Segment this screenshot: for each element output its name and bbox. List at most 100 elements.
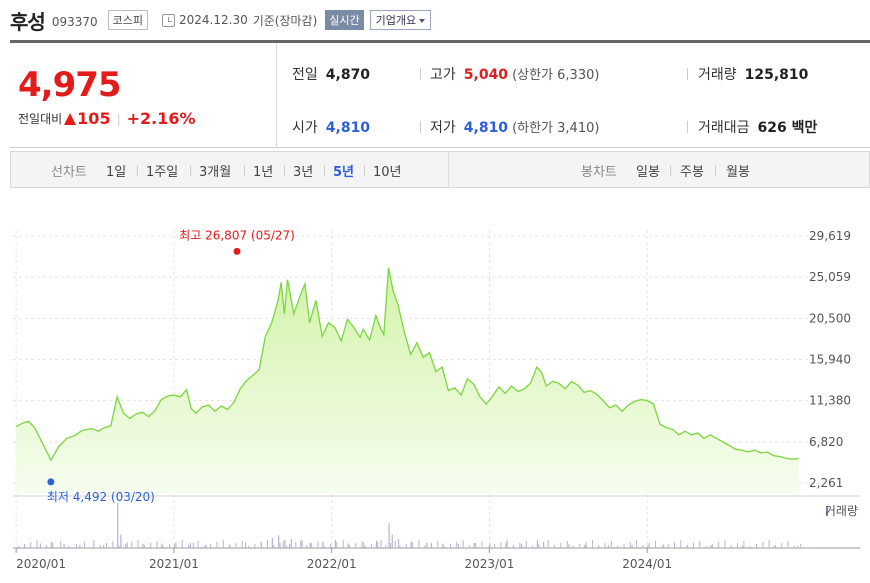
volume-bar (443, 546, 445, 548)
volume-bar (106, 543, 108, 548)
volume-bar (23, 544, 25, 548)
tab-1w[interactable]: 1주일 (146, 165, 179, 180)
volume-bar (364, 546, 366, 548)
volume-bar (800, 544, 802, 548)
x-tick-label: 2021/01 (149, 557, 199, 571)
tab-1y[interactable]: 1년 (253, 165, 274, 180)
prev-close: 전일 4,870 (292, 64, 370, 84)
volume-bar (566, 541, 568, 548)
tab-daily-candle[interactable]: 일봉 (636, 165, 660, 180)
high-label: 고가 (430, 67, 456, 83)
volume-bar (521, 543, 523, 548)
volume-bar (584, 544, 586, 548)
volume-bar (648, 543, 650, 548)
volume-bar (568, 544, 570, 548)
tab-1d[interactable]: 1일 (106, 165, 127, 180)
volume-bar (773, 546, 775, 548)
stock-header: 후성 093370 코스피 2024.12.30 기준(장마감) 실시간 기업개… (10, 6, 432, 34)
volume-bar (399, 546, 401, 548)
volume-bar (330, 544, 332, 548)
quote-basis: 기준(장마감) (252, 13, 318, 28)
volume-bar (391, 534, 393, 548)
low-value: 4,810 (463, 120, 509, 136)
volume-bar (254, 544, 256, 548)
volume-bar (741, 545, 744, 548)
volume-bar (774, 545, 776, 548)
price-area (16, 267, 799, 493)
volume-bar (437, 541, 439, 548)
volume-bar (705, 546, 707, 548)
realtime-button[interactable]: 실시간 (325, 10, 364, 30)
volume-bar (30, 542, 32, 548)
y-tick-label: 20,500 (809, 311, 851, 325)
candle-chart-label: 봉차트 (581, 165, 617, 180)
divider (364, 165, 365, 176)
volume-bar (181, 540, 183, 548)
volume-bar (667, 544, 669, 548)
volume-bar (389, 543, 391, 548)
volume-bar (361, 541, 363, 548)
volume-bar (787, 541, 789, 548)
volume-bar (737, 543, 739, 548)
volume-bar (506, 540, 508, 548)
volume-bar (117, 503, 119, 548)
tab-monthly-candle[interactable]: 월봉 (726, 165, 750, 180)
y-tick-label: 6,820 (809, 435, 843, 449)
divider (687, 121, 688, 133)
current-price: 4,975 (18, 65, 122, 105)
volume-bar (473, 543, 475, 548)
volume-bar (397, 539, 400, 548)
turnover-label: 거래대금 (698, 120, 750, 136)
volume-bar (797, 546, 799, 548)
divider (324, 165, 325, 176)
market-badge: 코스피 (107, 10, 148, 30)
volume-bar (235, 543, 237, 548)
volume-bar (604, 543, 606, 548)
volume-bar (598, 545, 600, 548)
volume-bar (424, 545, 426, 548)
volume-bar (710, 545, 712, 548)
volume-bar (388, 523, 390, 548)
line-chart-label: 선차트 (51, 165, 87, 180)
volume-bar (756, 544, 758, 548)
volume-bar (39, 543, 42, 548)
volume-bar (585, 542, 587, 548)
volume-bar (52, 543, 54, 548)
volume-bar (247, 546, 249, 548)
volume-bar (347, 543, 349, 548)
tab-5y[interactable]: 5년 (333, 165, 355, 180)
tab-weekly-candle[interactable]: 주봉 (680, 165, 704, 180)
volume-bar (241, 541, 243, 548)
volume-bar (431, 543, 433, 548)
stock-name: 후성 (10, 9, 46, 34)
volume-bar (661, 546, 663, 548)
volume-bar (456, 542, 458, 548)
volume-bar (348, 545, 350, 548)
volume-value: 125,810 (744, 67, 809, 83)
divider (190, 165, 191, 176)
volume-bar (79, 544, 81, 548)
volume-bar (743, 541, 745, 548)
corp-info-dropdown[interactable]: 기업개요 (369, 10, 432, 30)
stock-code: 093370 (51, 14, 98, 29)
volume-bar (538, 544, 540, 548)
quote-panel: 4,975 전일대비 105 | +2.16% 전일 4,870 고가 5,040(… (10, 40, 870, 148)
volume-bar (768, 540, 770, 548)
tab-3y[interactable]: 3년 (293, 165, 314, 180)
volume-bar (336, 542, 338, 548)
volume-bar (724, 540, 726, 548)
volume-bar (711, 544, 713, 548)
price-chart: 29,619 25,059 20,500 15,940 11,380 6,820 2,261… (13, 228, 860, 571)
y-tick-label: 25,059 (809, 270, 851, 284)
volume-bar (405, 544, 407, 548)
volume-bar (284, 539, 286, 548)
turnover-value: 626 백만 (757, 120, 818, 136)
volume-bar (323, 546, 325, 548)
volume-bar (793, 546, 795, 548)
tab-3m[interactable]: 3개월 (199, 165, 232, 180)
current-price-box: 4,975 전일대비 105 | +2.16% (10, 43, 277, 148)
tab-10y[interactable]: 10년 (373, 165, 402, 180)
volume-bar (271, 538, 273, 548)
volume-bar (68, 546, 70, 548)
divider (448, 152, 449, 187)
